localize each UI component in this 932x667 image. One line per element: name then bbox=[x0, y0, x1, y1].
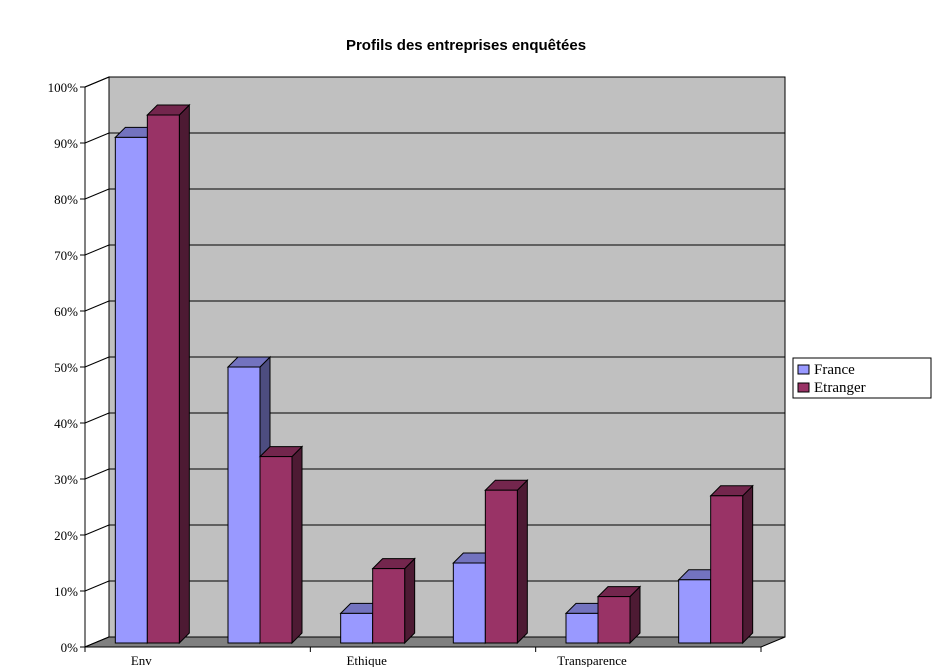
category-label: Transparence bbox=[557, 653, 627, 667]
plot-area: 0% 10% 20% 30% 40% 50% 60% 70% 80% 90% 100% Env Ethi… bbox=[48, 76, 786, 667]
bar-front bbox=[146, 114, 180, 644]
gridline-diagonal bbox=[84, 468, 110, 480]
gridline-diagonal bbox=[84, 412, 110, 424]
category-label: Env bbox=[131, 653, 152, 667]
gridline-diagonal bbox=[84, 580, 110, 592]
bar-side bbox=[516, 478, 528, 645]
legend-label: France bbox=[814, 362, 855, 378]
bar-front bbox=[484, 489, 518, 644]
bar-side bbox=[742, 484, 754, 645]
bar-etranger bbox=[709, 484, 754, 645]
bar-etranger bbox=[596, 585, 642, 645]
bar-front bbox=[678, 579, 712, 644]
y-tick-label: 100% bbox=[48, 80, 79, 95]
bar-etranger bbox=[258, 445, 304, 645]
gridline-diagonal bbox=[84, 188, 110, 200]
y-tick-label: 90% bbox=[54, 136, 78, 151]
chart-title: Profils des entreprises enquêtées bbox=[346, 37, 586, 54]
bar-front bbox=[565, 612, 599, 644]
legend-label: Etranger bbox=[814, 380, 866, 396]
y-tick-label: 80% bbox=[54, 192, 78, 207]
gridline-diagonal bbox=[84, 132, 110, 144]
bar-front bbox=[340, 612, 374, 644]
y-tick-label: 30% bbox=[54, 472, 78, 487]
legend-swatch bbox=[797, 364, 810, 375]
legend: France Etranger bbox=[792, 357, 932, 399]
gridline-diagonal bbox=[84, 356, 110, 368]
bar-side bbox=[404, 557, 416, 645]
bar-front bbox=[710, 495, 744, 644]
gridline-diagonal bbox=[84, 300, 110, 312]
bar-front bbox=[114, 136, 148, 644]
y-tick-label: 0% bbox=[61, 640, 79, 655]
bar-side bbox=[178, 103, 190, 645]
bar-etranger bbox=[484, 478, 529, 645]
bar-front bbox=[372, 568, 406, 644]
bar-etranger bbox=[146, 103, 191, 645]
y-tick-label: 70% bbox=[54, 248, 78, 263]
bar-front bbox=[597, 596, 631, 644]
legend-swatch bbox=[797, 382, 810, 393]
y-tick-label: 50% bbox=[54, 360, 78, 375]
gridline-diagonal bbox=[84, 524, 110, 536]
y-tick-label: 60% bbox=[54, 304, 78, 319]
bar-etranger bbox=[371, 557, 416, 645]
category-label: Ethique bbox=[346, 653, 387, 667]
legend-box bbox=[792, 357, 932, 399]
gridline-diagonal bbox=[84, 76, 110, 88]
y-tick-label: 10% bbox=[54, 584, 78, 599]
gridline-diagonal bbox=[84, 244, 110, 256]
y-tick-label: 20% bbox=[54, 528, 78, 543]
bar-front bbox=[227, 366, 261, 644]
bar-front bbox=[259, 456, 293, 644]
bar-front bbox=[452, 562, 486, 644]
bar-side bbox=[291, 445, 303, 645]
y-tick-label: 40% bbox=[54, 416, 78, 431]
